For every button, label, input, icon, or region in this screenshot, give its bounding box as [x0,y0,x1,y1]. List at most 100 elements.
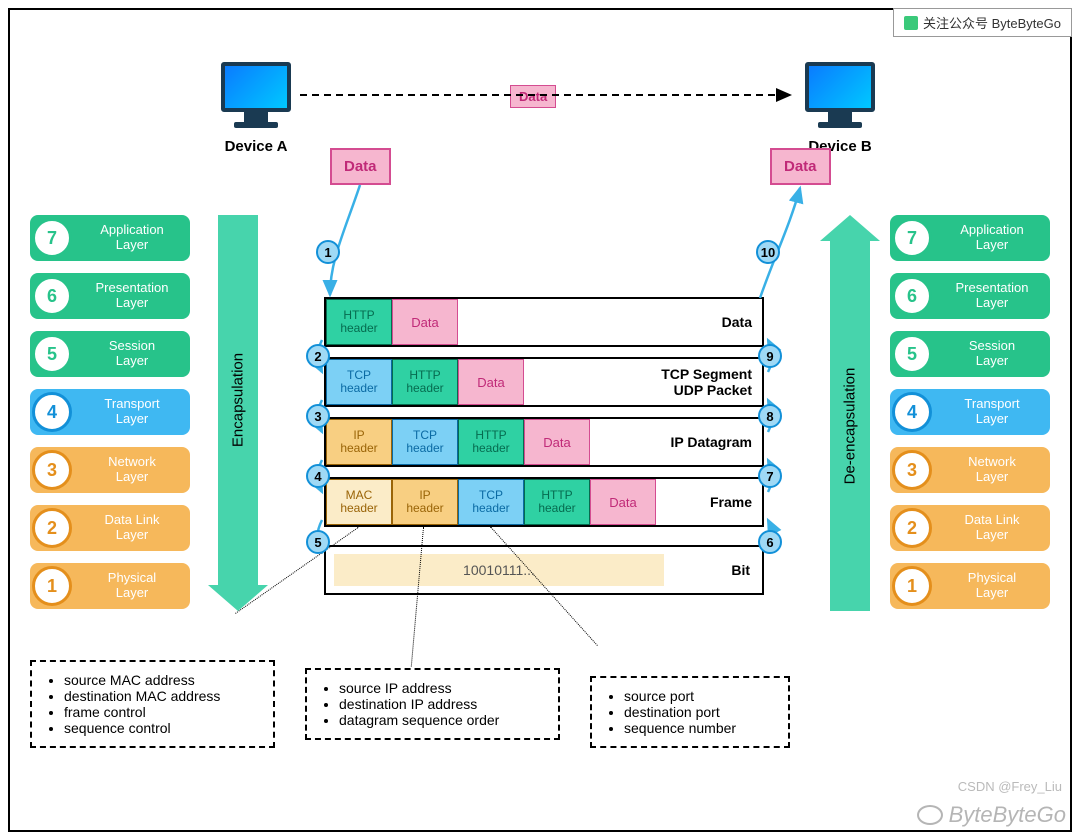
layer-1: 1Physical Layer [890,563,1050,609]
layer-6: 6Presentation Layer [30,273,190,319]
bits-bar: 10010111... [334,554,664,586]
layer-4: 4 Transport Layer [30,389,190,435]
layer-badge-6: 6 [32,276,72,316]
data-chip-a: Data [330,148,391,185]
layer-label-4: Transport Layer [940,397,1050,427]
step-9: 9 [758,344,782,368]
encapsulation-label: Encapsulation [230,353,247,447]
osi-layers-left: 7 Application Layer 6Presentation Layer 5 Se… [30,215,190,621]
watermark-top-text: 关注公众号 ByteByteGo [923,13,1061,32]
layer-label-4: Transport Layer [80,397,190,427]
watermark-bottom-text: ByteByteGo [949,802,1066,828]
layer-label-2: Data Link Layer [940,513,1050,543]
decapsulation-arrow: De-encapsulation [830,215,870,611]
annotation-ip: source IP addressdestination IP addressd… [305,668,560,740]
device-a: Device A [216,62,296,155]
layer-2: 2 Data Link Layer [30,505,190,551]
row-label-segment: TCP Segment UDP Packet [661,366,762,398]
enc-row-data: HTTP header Data Data [324,297,764,347]
payload-data-2: Data [458,359,524,405]
layer-badge-5: 5 [892,334,932,374]
layer-badge-5: 5 [32,334,72,374]
annotation-item: frame control [64,704,259,720]
layer-6: 6 Presentation Layer [890,273,1050,319]
data-chip-b: Data [770,148,831,185]
annotation-item: datagram sequence order [339,712,544,728]
step-1: 1 [316,240,340,264]
mac-header: MAC header [326,479,392,525]
annotation-item: destination port [624,704,774,720]
enc-row-ip: IP header TCP header HTTP header Data IP… [324,417,764,467]
wechat-icon [917,805,943,825]
payload-data-3: Data [524,419,590,465]
annotation-item: source MAC address [64,672,259,688]
device-b: Device B [800,62,880,155]
annotation-item: source IP address [339,680,544,696]
ip-header-2: IP header [392,479,458,525]
http-header-4: HTTP header [524,479,590,525]
layer-label-5: Session Layer [80,339,190,369]
layer-5: 5 Session Layer [30,331,190,377]
layer-7: 7 Application Layer [30,215,190,261]
layer-3: 3 Network Layer [30,447,190,493]
osi-layers-right: 7Application Layer 6 Presentation Layer 5 Se… [890,215,1050,621]
tcp-header-2: TCP header [392,419,458,465]
ip-header: IP header [326,419,392,465]
http-header: HTTP header [326,299,392,345]
encapsulation-arrow: Encapsulation [218,215,258,611]
layer-badge-7: 7 [32,218,72,258]
layer-badge-3: 3 [32,450,72,490]
data-flow-chip: Data [510,85,556,108]
layer-label-3: Network Layer [940,455,1050,485]
payload-data-4: Data [590,479,656,525]
http-header-2: HTTP header [392,359,458,405]
enc-row-tcp: TCP header HTTP header Data TCP Segment … [324,357,764,407]
device-a-label: Device A [216,138,296,155]
row-label-data: Data [722,314,762,330]
layer-badge-3: 3 [892,450,932,490]
layer-label-3: Network Layer [80,455,190,485]
layer-label-7: Application Layer [80,223,190,253]
layer-label-6: Presentation Layer [940,281,1050,311]
monitor-screen-a [221,62,291,112]
step-10: 10 [756,240,780,264]
layer-label-7: Application Layer [940,223,1050,253]
watermark-badge-top: 关注公众号 ByteByteGo [893,8,1072,37]
layer-5: 5 Session Layer [890,331,1050,377]
csdn-credit: CSDN @Frey_Liu [958,779,1062,794]
annotation-item: destination MAC address [64,688,259,704]
decapsulation-label: De-encapsulation [842,368,859,485]
row-label-datagram: IP Datagram [671,434,762,450]
layer-4: 4 Transport Layer [890,389,1050,435]
diagram-stage: Device A Device B Data Data Data 7 Applic… [0,0,1080,840]
annotation-item: sequence number [624,720,774,736]
layer-badge-4: 4 [892,392,932,432]
bytebytego-icon [904,16,918,30]
step-4: 4 [306,464,330,488]
layer-badge-1: 1 [32,566,72,606]
step-7: 7 [758,464,782,488]
row-label-frame: Frame [710,494,762,510]
layer-badge-2: 2 [892,508,932,548]
layer-label-1: Physical Layer [80,571,190,601]
payload-data-1: Data [392,299,458,345]
tcp-header: TCP header [326,359,392,405]
annotation-item: sequence control [64,720,259,736]
step-2: 2 [306,344,330,368]
annotation-tcp: source portdestination portsequence numb… [590,676,790,748]
http-header-3: HTTP header [458,419,524,465]
annotation-item: destination IP address [339,696,544,712]
layer-2: 2 Data Link Layer [890,505,1050,551]
layer-label-2: Data Link Layer [80,513,190,543]
layer-7: 7Application Layer [890,215,1050,261]
annotation-mac: source MAC addressdestination MAC addres… [30,660,275,748]
layer-badge-6: 6 [892,276,932,316]
layer-badge-4: 4 [32,392,72,432]
annotation-item: source port [624,688,774,704]
layer-1: 1 Physical Layer [30,563,190,609]
layer-label-5: Session Layer [940,339,1050,369]
step-6: 6 [758,530,782,554]
tcp-header-3: TCP header [458,479,524,525]
layer-badge-2: 2 [32,508,72,548]
monitor-screen-b [805,62,875,112]
